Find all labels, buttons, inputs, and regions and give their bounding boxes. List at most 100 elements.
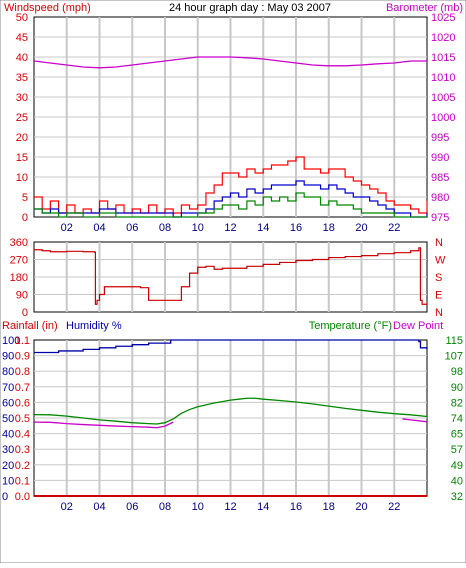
series-line-direction [34, 247, 428, 305]
wind-x-tick-label: 04 [93, 222, 105, 234]
rainfall-tick-label: 0.1 [15, 475, 30, 487]
humidity-x-tick-label: 08 [159, 501, 171, 513]
humidity-x-tick-label: 14 [257, 501, 269, 513]
barometer-tick-label: 985 [431, 172, 449, 184]
wind-x-tick-label: 10 [192, 222, 204, 234]
direction-tick-label: 180 [10, 272, 28, 284]
rainfall-tick-label: 0.5 [15, 413, 30, 425]
direction-tick-label: 0 [22, 307, 28, 319]
compass-tick-label: E [435, 290, 442, 302]
temperature-tick-label: 49 [451, 460, 463, 472]
temperature-tick-label: 57 [451, 444, 463, 456]
compass-tick-label: S [435, 272, 442, 284]
humidity-tick-label: 80 [2, 366, 14, 378]
wind-x-tick-label: 16 [290, 222, 302, 234]
windspeed-tick-label: 45 [16, 32, 28, 44]
rainfall-tick-label: 0.0 [15, 491, 30, 503]
wind-x-tick-label: 08 [159, 222, 171, 234]
graph-title: 24 hour graph day : May 03 2007 [169, 2, 331, 14]
temperature-tick-label: 98 [451, 366, 463, 378]
humidity-x-tick-label: 18 [323, 501, 335, 513]
humidity-tick-label: 30 [2, 444, 14, 456]
windspeed-tick-label: 50 [16, 12, 28, 24]
humidity-axis-label: Humidity % [66, 320, 122, 332]
barometer-tick-label: 990 [431, 152, 449, 164]
wind-x-tick-label: 18 [323, 222, 335, 234]
wind-x-tick-label: 06 [126, 222, 138, 234]
humidity-tick-label: 100 [2, 335, 20, 347]
humidity-tick-label: 10 [2, 475, 14, 487]
humidity-x-tick-label: 06 [126, 501, 138, 513]
windspeed-tick-label: 15 [16, 152, 28, 164]
humidity-tick-label: 40 [2, 429, 14, 441]
windspeed-tick-label: 10 [16, 172, 28, 184]
windspeed-tick-label: 5 [22, 192, 28, 204]
wind-x-tick-label: 22 [388, 222, 400, 234]
humidity-tick-label: 0 [2, 491, 8, 503]
rainfall-tick-label: 0.4 [15, 429, 30, 441]
wind-barometer-panel: 02 04 06 08 10 12 14 16 18 20 22051015202530354045… [16, 12, 456, 234]
temperature-tick-label: 74 [451, 413, 463, 425]
humidity-tick-label: 70 [2, 382, 14, 394]
humidity-temperature-panel: 02 04 06 08 10 12 14 16 18 20 22 0 10 20 30 40 50 60 70 80 9… [2, 335, 463, 513]
windspeed-tick-label: 35 [16, 72, 28, 84]
humidity-x-tick-label: 10 [192, 501, 204, 513]
series-line-temp [33, 397, 428, 425]
humidity-tick-label: 90 [2, 351, 14, 363]
rainfall-tick-label: 0.8 [15, 366, 30, 378]
windspeed-tick-label: 20 [16, 132, 28, 144]
barometer-tick-label: 980 [431, 192, 449, 204]
windspeed-tick-label: 25 [16, 112, 28, 124]
temperature-tick-label: 82 [451, 397, 463, 409]
rainfall-tick-label: 0.7 [15, 382, 30, 394]
humidity-x-tick-label: 02 [61, 501, 73, 513]
direction-tick-label: 360 [10, 237, 28, 249]
barometer-tick-label: 975 [431, 212, 449, 224]
barometer-tick-label: 1025 [431, 12, 455, 24]
temperature-tick-label: 32 [451, 491, 463, 503]
humidity-x-tick-label: 22 [388, 501, 400, 513]
windspeed-tick-label: 0 [22, 212, 28, 224]
rainfall-tick-label: 0.3 [15, 444, 30, 456]
windspeed-axis-label: Windspeed (mph) [4, 2, 91, 14]
humidity-x-tick-label: 16 [290, 501, 302, 513]
humidity-tick-label: 20 [2, 460, 14, 472]
wind-x-tick-label: 02 [61, 222, 73, 234]
temperature-tick-label: 90 [451, 382, 463, 394]
temperature-tick-label: 107 [445, 351, 463, 363]
humidity-tick-label: 50 [2, 413, 14, 425]
temperature-tick-label: 40 [451, 475, 463, 487]
barometer-tick-label: 1010 [431, 72, 455, 84]
rainfall-tick-label: 0.9 [15, 351, 30, 363]
barometer-tick-label: 1015 [431, 52, 455, 64]
rainfall-tick-label: 1.1 [15, 335, 30, 347]
compass-tick-label: N [435, 237, 443, 249]
humidity-tick-label: 60 [2, 397, 14, 409]
direction-tick-label: 90 [16, 290, 28, 302]
series-line-baro [33, 56, 427, 69]
compass-tick-label: W [435, 255, 446, 267]
windspeed-tick-label: 30 [16, 92, 28, 104]
temperature-tick-label: 115 [445, 335, 463, 347]
wind-x-tick-label: 12 [224, 222, 236, 234]
dewpoint-axis-label: Dew Point [393, 320, 443, 332]
series-line-avg [34, 192, 427, 218]
compass-tick-label: N [435, 307, 443, 319]
temperature-tick-label: 65 [451, 429, 463, 441]
wind-x-tick-label: 14 [257, 222, 269, 234]
barometer-tick-label: 1020 [431, 32, 455, 44]
humidity-x-tick-label: 12 [224, 501, 236, 513]
rainfall-tick-label: 0.6 [15, 397, 30, 409]
series-line-dew_tail [402, 418, 428, 423]
barometer-tick-label: 1005 [431, 92, 455, 104]
direction-tick-label: 270 [10, 255, 28, 267]
series-line-dew [33, 421, 174, 429]
rainfall-axis-label: Rainfall (in) [2, 320, 58, 332]
series-line-humidity [34, 339, 428, 354]
barometer-tick-label: 1000 [431, 112, 455, 124]
series-line-gust [34, 180, 428, 218]
temperature-axis-label: Temperature (°F) [309, 320, 392, 332]
wind-x-tick-label: 20 [355, 222, 367, 234]
